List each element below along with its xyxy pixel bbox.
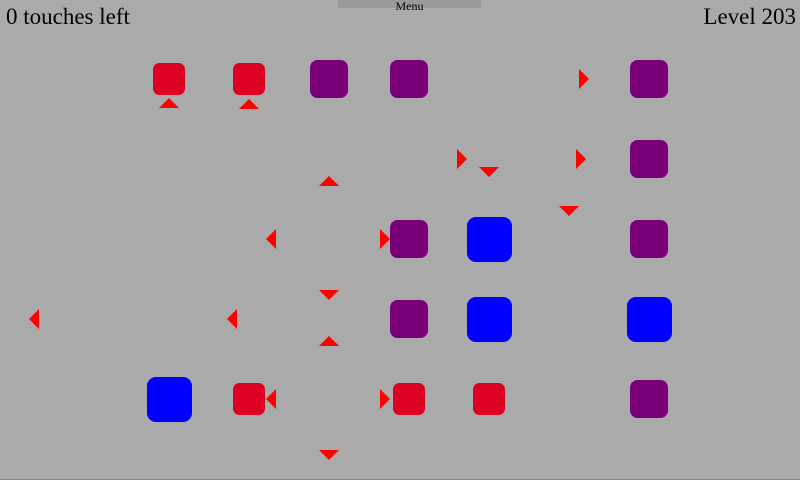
- arrow-down-icon: [479, 167, 499, 177]
- piece-medium[interactable]: [630, 60, 668, 98]
- piece-large[interactable]: [626, 296, 672, 342]
- piece-medium[interactable]: [630, 380, 668, 418]
- arrow-right-icon: [380, 229, 390, 249]
- arrow-down-icon: [559, 206, 579, 216]
- piece-small[interactable]: [153, 63, 185, 95]
- arrow-left-icon: [227, 309, 237, 329]
- piece-medium[interactable]: [310, 60, 348, 98]
- arrow-up-icon: [239, 99, 259, 109]
- menu-label: Menu: [395, 0, 424, 13]
- arrow-up-icon: [159, 98, 179, 108]
- piece-medium[interactable]: [390, 300, 428, 338]
- arrow-down-icon: [319, 450, 339, 460]
- touches-left-counter: 0 touches left: [6, 4, 130, 29]
- arrow-down-icon: [319, 290, 339, 300]
- piece-medium[interactable]: [390, 220, 428, 258]
- piece-small[interactable]: [233, 63, 265, 95]
- arrow-right-icon: [576, 149, 586, 169]
- piece-small[interactable]: [473, 383, 505, 415]
- arrow-up-icon: [319, 176, 339, 186]
- piece-small[interactable]: [393, 383, 425, 415]
- arrow-right-icon: [579, 69, 589, 89]
- arrow-left-icon: [266, 389, 276, 409]
- arrow-left-icon: [266, 229, 276, 249]
- piece-small[interactable]: [233, 383, 265, 415]
- arrow-right-icon: [457, 149, 467, 169]
- piece-large[interactable]: [466, 296, 512, 342]
- arrow-up-icon: [319, 336, 339, 346]
- piece-medium[interactable]: [630, 140, 668, 178]
- piece-medium[interactable]: [630, 220, 668, 258]
- menu-button[interactable]: Menu: [338, 0, 481, 12]
- level-indicator: Level 203: [703, 4, 796, 29]
- arrow-left-icon: [29, 309, 39, 329]
- piece-large[interactable]: [146, 376, 192, 422]
- arrow-right-icon: [380, 389, 390, 409]
- piece-medium[interactable]: [390, 60, 428, 98]
- piece-large[interactable]: [466, 216, 512, 262]
